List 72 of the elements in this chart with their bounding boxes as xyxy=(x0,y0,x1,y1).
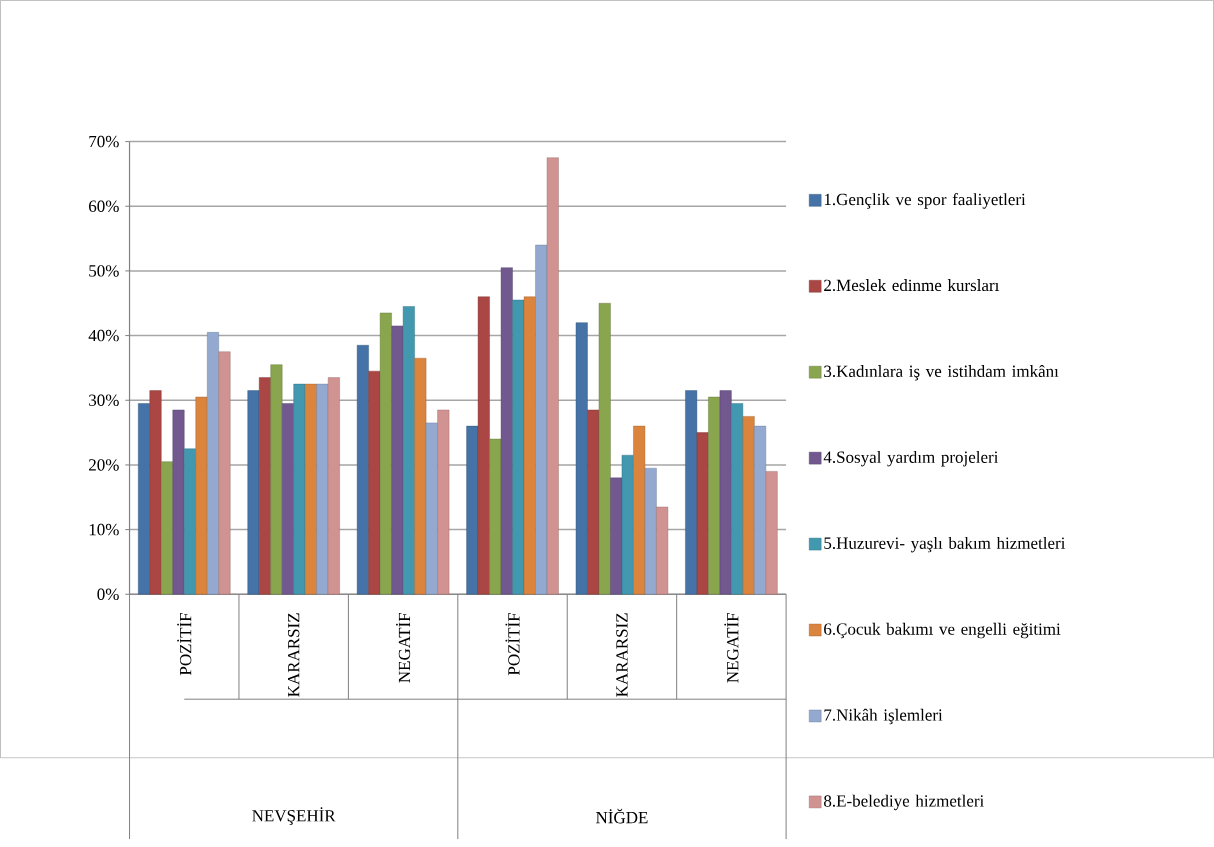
bar xyxy=(304,383,317,595)
legend-label: 8.E-belediye hizmetleri xyxy=(824,794,984,811)
bar xyxy=(633,425,646,595)
bar xyxy=(270,364,283,595)
bar xyxy=(402,306,415,595)
bar xyxy=(391,325,404,595)
y-tick-label: 20% xyxy=(89,459,119,471)
bar xyxy=(500,267,513,595)
bar xyxy=(644,468,657,595)
bar xyxy=(414,358,427,595)
bar xyxy=(742,416,755,595)
bar xyxy=(546,157,559,595)
legend-label: 3.Kadınlara iş ve istihdam imkânı xyxy=(824,365,1059,381)
x-tick-label: POZİTİF xyxy=(505,613,520,676)
bar xyxy=(161,461,173,595)
bar xyxy=(195,396,208,595)
bar xyxy=(356,345,369,595)
x-tick-label: KARARSIZ xyxy=(287,613,300,697)
bar xyxy=(523,296,536,595)
bar xyxy=(138,403,150,595)
bar xyxy=(425,422,438,595)
bar xyxy=(754,425,767,595)
bar xyxy=(621,455,634,595)
bar xyxy=(437,409,450,595)
bar xyxy=(489,438,502,595)
bar xyxy=(259,377,271,595)
bar xyxy=(207,332,219,595)
legend-label: 2.Meslek edinme kursları xyxy=(824,279,1000,292)
y-tick-label: 70% xyxy=(89,135,119,148)
bar xyxy=(218,351,231,595)
y-tick-label: 50% xyxy=(89,265,119,277)
bar xyxy=(466,425,479,595)
bar xyxy=(368,371,381,595)
bar xyxy=(765,471,778,595)
bar xyxy=(379,312,392,595)
bar xyxy=(512,299,525,595)
bar xyxy=(685,390,698,595)
y-tick-label: 30% xyxy=(89,394,119,407)
bar xyxy=(610,477,623,595)
bar xyxy=(327,377,340,595)
bar xyxy=(293,383,306,595)
bar xyxy=(587,409,600,595)
bar xyxy=(535,244,548,595)
bar xyxy=(719,390,732,595)
bar xyxy=(172,409,185,595)
x-tick-label: POZİTİF xyxy=(177,613,192,676)
y-tick-label: 40% xyxy=(88,329,119,342)
legend-label: 5.Huzurevi- yaşlı bakım hizmetleri xyxy=(824,536,1066,553)
x-tick-label: NEGATİF xyxy=(396,613,411,683)
bar xyxy=(598,303,611,595)
bar xyxy=(247,390,260,595)
bar xyxy=(149,390,162,595)
bar xyxy=(696,432,709,595)
bar xyxy=(731,403,744,595)
legend-label: 6.Çocuk bakımı ve engelli eğitimi xyxy=(824,622,1061,639)
bar xyxy=(477,296,490,595)
legend-label: 1.Gençlik ve spor faaliyetleri xyxy=(824,193,1026,209)
legend-label: 4.Sosyal yardım projeleri xyxy=(823,451,999,467)
y-tick-label: 0% xyxy=(97,588,119,601)
bar xyxy=(184,448,196,595)
x-tick-label: NEGATİF xyxy=(724,613,739,683)
text: NİĞDE xyxy=(596,808,648,824)
bar xyxy=(575,322,588,595)
x-tick-label: KARARSIZ xyxy=(616,613,628,697)
bar xyxy=(708,396,721,595)
bar xyxy=(316,383,329,595)
legend-label: 7.Nikâh işlemleri xyxy=(824,708,943,725)
bar xyxy=(281,403,294,595)
text: NEVŞEHİR xyxy=(252,807,336,826)
y-tick-label: 10% xyxy=(89,523,119,536)
bar xyxy=(656,506,669,595)
y-tick-label: 60% xyxy=(89,200,119,213)
